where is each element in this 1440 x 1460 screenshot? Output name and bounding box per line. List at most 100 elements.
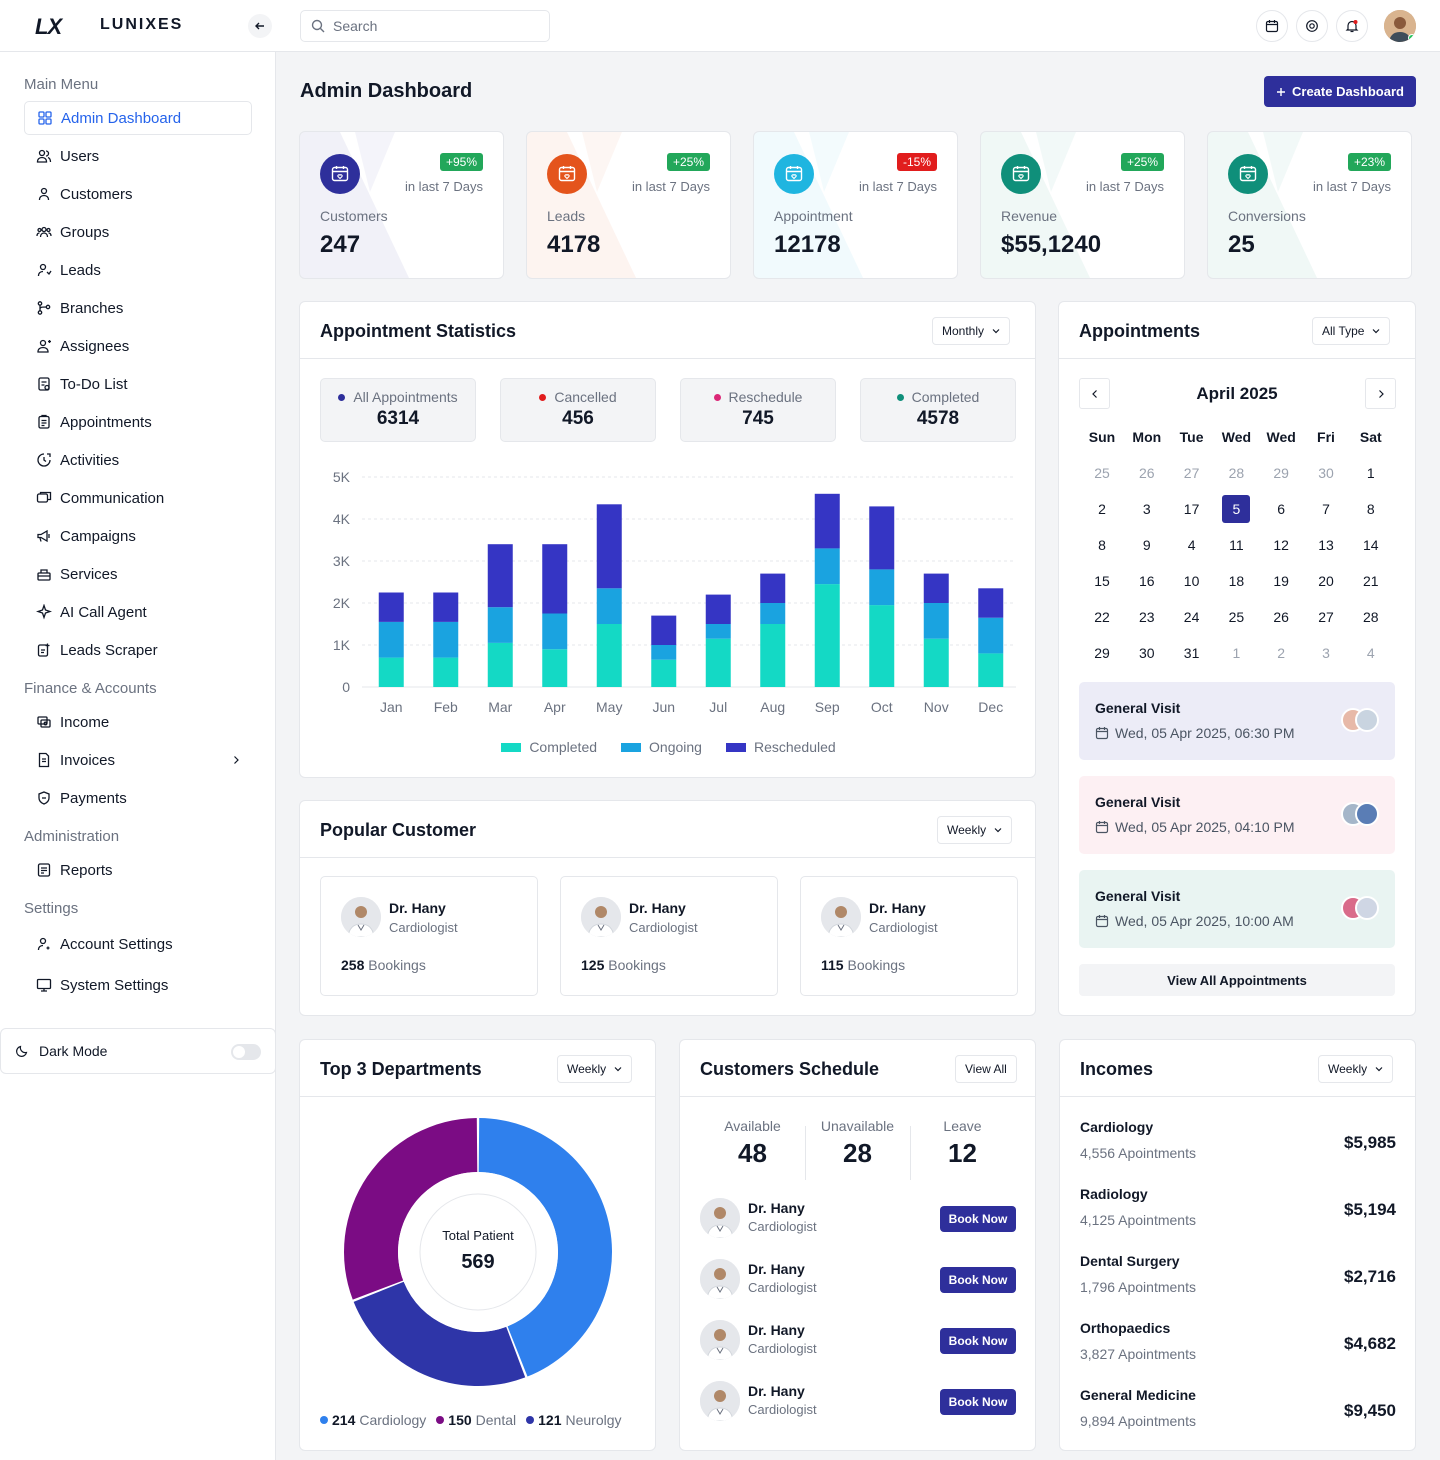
income-row[interactable]: Radiology 4,125 Apointments $5,194 xyxy=(1080,1186,1396,1236)
dark-mode-toggle[interactable] xyxy=(231,1044,261,1060)
visit-item[interactable]: General Visit Wed, 05 Apr 2025, 10:00 AM xyxy=(1079,870,1395,948)
sidebar-item-ai-call-agent[interactable]: AI Call Agent xyxy=(24,595,252,629)
calendar-day[interactable]: 2 xyxy=(1277,645,1286,661)
income-row[interactable]: Dental Surgery 1,796 Apointments $2,716 xyxy=(1080,1253,1396,1303)
stat-card-conversions[interactable]: +23% in last 7 Days Conversions 25 xyxy=(1207,131,1412,279)
calendar-day[interactable]: 1 xyxy=(1366,465,1375,481)
bar-ongoing-apr[interactable] xyxy=(542,613,568,650)
brand-name[interactable]: LUNIXES xyxy=(100,16,184,33)
bar-rescheduled-aug[interactable] xyxy=(760,573,786,603)
bar-rescheduled-apr[interactable] xyxy=(542,544,568,614)
sidebar-item-branches[interactable]: Branches xyxy=(24,291,252,325)
calendar-day[interactable]: 25 xyxy=(1228,609,1245,625)
bar-rescheduled-oct[interactable] xyxy=(869,506,895,570)
income-row[interactable]: Orthopaedics 3,827 Apointments $4,682 xyxy=(1080,1320,1396,1370)
bar-rescheduled-mar[interactable] xyxy=(487,544,513,608)
calendar-day[interactable]: 12 xyxy=(1273,537,1289,553)
calendar-day[interactable]: 8 xyxy=(1098,537,1106,553)
calendar-prev-button[interactable] xyxy=(1079,378,1110,409)
view-all-appointments-button[interactable]: View All Appointments xyxy=(1079,964,1395,996)
calendar-day-selected[interactable]: 5 xyxy=(1222,495,1251,523)
sidebar-item-to-do-list[interactable]: To-Do List xyxy=(24,367,252,401)
collapse-sidebar-button[interactable] xyxy=(248,14,272,38)
appointment-statistics-filter[interactable]: Monthly xyxy=(932,317,1011,345)
stat-card-revenue[interactable]: +25% in last 7 Days Revenue $55,1240 xyxy=(980,131,1185,279)
calendar-day[interactable]: 29 xyxy=(1094,645,1110,661)
bar-completed-may[interactable] xyxy=(596,624,622,687)
bar-completed-oct[interactable] xyxy=(869,605,895,687)
book-now-button[interactable]: Book Now xyxy=(940,1389,1016,1415)
calendar-day[interactable]: 15 xyxy=(1094,573,1110,589)
calendar-day[interactable]: 14 xyxy=(1363,537,1379,553)
book-now-button[interactable]: Book Now xyxy=(940,1328,1016,1354)
donut-slice-dental[interactable] xyxy=(344,1118,478,1300)
popular-customer-item[interactable]: Dr. Hany Cardiologist 125 Bookings xyxy=(560,876,778,996)
bar-ongoing-oct[interactable] xyxy=(869,569,895,606)
calendar-day[interactable]: 25 xyxy=(1094,465,1110,481)
appointments-type-filter[interactable]: All Type xyxy=(1312,317,1391,345)
stat-card-appointment[interactable]: -15% in last 7 Days Appointment 12178 xyxy=(753,131,958,279)
popular-customer-item[interactable]: Dr. Hany Cardiologist 258 Bookings xyxy=(320,876,538,996)
bar-ongoing-jan[interactable] xyxy=(378,621,404,658)
bar-completed-sep[interactable] xyxy=(814,584,840,687)
bar-ongoing-aug[interactable] xyxy=(760,603,786,624)
bar-rescheduled-jan[interactable] xyxy=(378,592,404,622)
bar-ongoing-nov[interactable] xyxy=(923,603,949,639)
calendar-next-button[interactable] xyxy=(1365,378,1396,409)
sidebar-item-users[interactable]: Users xyxy=(24,139,252,173)
calendar-day[interactable]: 28 xyxy=(1228,465,1245,481)
popular-customer-item[interactable]: Dr. Hany Cardiologist 115 Bookings xyxy=(800,876,1018,996)
calendar-day[interactable]: 4 xyxy=(1366,645,1375,661)
calendar-day[interactable]: 27 xyxy=(1183,465,1200,481)
calendar-day[interactable]: 20 xyxy=(1318,573,1334,589)
visit-item[interactable]: General Visit Wed, 05 Apr 2025, 06:30 PM xyxy=(1079,682,1395,760)
bar-completed-jul[interactable] xyxy=(705,638,731,687)
bar-completed-nov[interactable] xyxy=(923,638,949,687)
calendar-day[interactable]: 28 xyxy=(1363,609,1379,625)
book-now-button[interactable]: Book Now xyxy=(940,1206,1016,1232)
legend-item[interactable]: Completed xyxy=(501,739,597,755)
sidebar-item-appointments[interactable]: Appointments xyxy=(24,405,252,439)
calendar-day[interactable]: 30 xyxy=(1318,465,1334,481)
sidebar-item-account-settings[interactable]: Account Settings xyxy=(24,927,252,961)
calendar-day[interactable]: 17 xyxy=(1183,501,1200,517)
sidebar-item-admin-dashboard[interactable]: Admin Dashboard xyxy=(24,101,252,135)
book-now-button[interactable]: Book Now xyxy=(940,1267,1016,1293)
sidebar-item-system-settings[interactable]: System Settings xyxy=(24,968,252,1002)
calendar-day[interactable]: 18 xyxy=(1228,573,1245,589)
donut-slice-cardiology[interactable] xyxy=(478,1118,612,1377)
legend-item[interactable]: Rescheduled xyxy=(725,739,836,755)
sidebar-item-reports[interactable]: Reports xyxy=(24,853,252,887)
calendar-day[interactable]: 24 xyxy=(1183,609,1200,625)
sidebar-item-income[interactable]: Income xyxy=(24,705,252,739)
calendar-day[interactable]: 13 xyxy=(1318,537,1334,553)
departments-filter[interactable]: Weekly xyxy=(557,1055,633,1083)
bar-completed-mar[interactable] xyxy=(487,642,513,687)
calendar-day[interactable]: 3 xyxy=(1142,501,1151,517)
calendar-day[interactable]: 21 xyxy=(1363,573,1379,589)
bar-ongoing-dec[interactable] xyxy=(978,617,1004,654)
calendar-day[interactable]: 7 xyxy=(1322,501,1330,517)
bar-completed-jan[interactable] xyxy=(378,657,404,687)
bar-ongoing-feb[interactable] xyxy=(433,621,459,658)
bar-completed-dec[interactable] xyxy=(978,653,1004,687)
calendar-day[interactable]: 10 xyxy=(1183,573,1200,589)
search-input[interactable] xyxy=(333,18,533,34)
sidebar-item-campaigns[interactable]: Campaigns xyxy=(24,519,252,553)
sidebar-item-invoices[interactable]: Invoices xyxy=(24,743,252,777)
calendar-day[interactable]: 26 xyxy=(1273,609,1289,625)
bar-ongoing-sep[interactable] xyxy=(814,548,840,585)
bar-completed-apr[interactable] xyxy=(542,649,568,687)
bar-ongoing-jul[interactable] xyxy=(705,624,731,639)
income-row[interactable]: General Medicine 9,894 Apointments $9,450 xyxy=(1080,1387,1396,1437)
schedule-view-all-button[interactable]: View All xyxy=(955,1055,1017,1083)
sidebar-item-leads-scraper[interactable]: Leads Scraper xyxy=(24,633,252,667)
calendar-day[interactable]: 16 xyxy=(1139,573,1155,589)
bar-rescheduled-nov[interactable] xyxy=(923,573,949,603)
calendar-day[interactable]: 8 xyxy=(1366,501,1375,517)
sidebar-item-assignees[interactable]: Assignees xyxy=(24,329,252,363)
brand-logo-mark[interactable]: LX xyxy=(35,14,62,39)
bar-rescheduled-sep[interactable] xyxy=(814,493,840,549)
bar-rescheduled-may[interactable] xyxy=(596,504,622,589)
search-bar[interactable] xyxy=(300,10,550,42)
